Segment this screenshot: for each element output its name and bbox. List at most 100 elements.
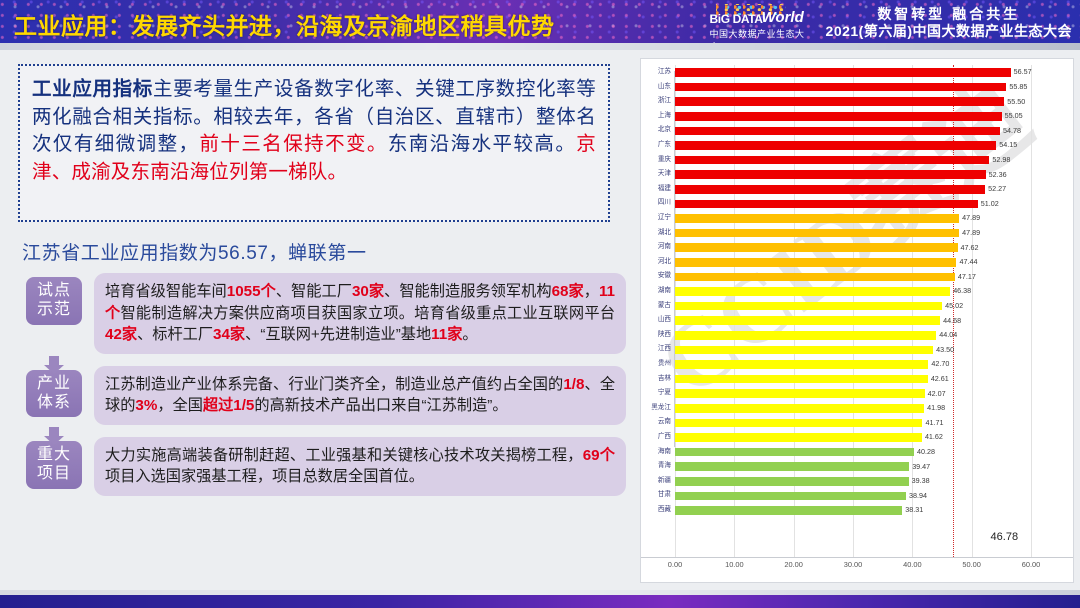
chart-bar-row: 宁夏 42.07 <box>641 386 1073 401</box>
bar-category-label: 湖南 <box>657 287 671 294</box>
bar-value-label: 41.71 <box>925 417 944 427</box>
chart-bar <box>675 462 910 471</box>
body-text: 。 <box>462 326 478 344</box>
summary-part-2: 东南沿海水平较高。 <box>387 133 577 156</box>
chart-bar-row: 福建 52.27 <box>641 182 1073 197</box>
chart-bar <box>675 447 914 457</box>
bar-category-label: 广西 <box>657 433 671 440</box>
highlight-value: 1/8 <box>563 375 585 393</box>
flow-item: 试点 示范 培育省级智能车间1055个、智能工厂30家、智能制造服务领军机构68家，… <box>26 273 626 354</box>
summary-part-1: 主要考量生产设备数字化率、关键工序数控化率等两化融合相关指标。相较去年，各省（自… <box>32 78 597 156</box>
bar-category-label: 辽宁 <box>657 214 671 221</box>
highlight-value: 68家 <box>551 283 584 300</box>
bar-value-label: 44.68 <box>943 315 962 325</box>
chart-bar <box>675 476 909 486</box>
x-tick-label: 60.00 <box>1021 560 1041 569</box>
bar-category-label: 江西 <box>657 345 671 353</box>
chart-bar <box>675 491 907 501</box>
bar-category-label: 安徽 <box>657 272 671 280</box>
bar-value-label: 43.50 <box>936 344 955 354</box>
chart-bar-row: 广西 41.62 <box>641 430 1073 445</box>
logo-dots-icon <box>715 4 786 15</box>
chart-bar <box>675 97 1005 106</box>
chart-bar <box>675 301 943 311</box>
summary-bold-lead: 工业应用指标 <box>32 78 153 100</box>
bar-value-label: 55.85 <box>1009 81 1028 91</box>
bar-category-label: 宁夏 <box>657 389 671 397</box>
chart-bar-row: 吉林 42.61 <box>641 372 1073 387</box>
x-tick-label: 0.00 <box>667 560 683 569</box>
bar-chart-plot: 江苏 56.57 山东 55.85 浙江 55.50 上海 55.05 北京 54.78 广东 54.… <box>641 65 1073 557</box>
chart-bar <box>675 126 1001 136</box>
page-title: 工业应用：发展齐头并进，沿海及京渝地区稍具优势 <box>14 13 555 39</box>
bar-category-label: 天津 <box>657 170 671 178</box>
average-reference-line <box>952 65 954 557</box>
chart-bar <box>675 374 928 384</box>
flow-tag-line-1: 试点 <box>36 282 71 299</box>
x-tick-label: 40.00 <box>903 560 922 569</box>
body-text: 智能制造解决方案供应商项目获国家立项。培育省级重点工业互联网平台 <box>120 304 616 322</box>
bar-value-label: 47.17 <box>957 271 976 281</box>
chart-bar-row: 云南 41.71 <box>641 415 1073 430</box>
body-text: 、智能制造服务领军机构 <box>384 283 552 300</box>
chart-bar-row: 湖北 47.89 <box>641 226 1073 241</box>
chart-bar-row: 北京 54.78 <box>641 123 1073 138</box>
chart-bar-row: 上海 55.05 <box>641 109 1073 124</box>
bar-category-label: 陕西 <box>657 330 671 338</box>
chart-bar-row: 天津 52.36 <box>641 167 1073 182</box>
highlight-value: 11个 <box>105 283 616 322</box>
bar-category-label: 山东 <box>657 82 671 90</box>
chart-bar <box>675 170 986 179</box>
bar-category-label: 四川 <box>657 199 671 207</box>
chart-bar <box>675 111 1002 121</box>
average-annotation: 46.78 <box>990 531 1019 543</box>
chart-bar <box>675 403 925 413</box>
chart-bar <box>675 257 957 267</box>
chart-bar-row: 山东 55.85 <box>641 80 1073 95</box>
highlight-value: 42家 <box>105 326 138 344</box>
chart-bar <box>675 243 958 252</box>
body-text: 、“互联网+先进制造业”基地 <box>245 326 432 344</box>
highlight-value: 超过1/5 <box>202 397 255 415</box>
bar-value-label: 54.78 <box>1003 125 1022 135</box>
chart-bar <box>675 287 951 296</box>
chart-bar-row: 安徽 47.17 <box>641 269 1073 284</box>
chart-bar <box>675 199 978 209</box>
bar-value-label: 47.62 <box>960 242 979 252</box>
slide-footer <box>0 590 1080 608</box>
body-text: 的高新技术产品出口来自“江苏制造”。 <box>254 397 508 415</box>
logo-text-world: World <box>761 9 804 26</box>
chart-bar-row: 黑龙江 41.98 <box>641 401 1073 416</box>
summary-text: 工业应用指标主要考量生产设备数字化率、关键工序数控化率等两化融合相关指标。相较去… <box>32 76 596 187</box>
bar-category-label: 西藏 <box>657 506 671 513</box>
highlight-value: 69个 <box>582 446 615 464</box>
bigdata-world-logo: BiG DATA World 中国大数据产业生态大会 <box>706 2 814 50</box>
chart-gridline <box>1031 65 1032 557</box>
chart-bar-row: 河北 47.44 <box>641 255 1073 270</box>
bar-value-label: 41.62 <box>924 432 943 442</box>
highlight-value: 1055个 <box>226 283 276 300</box>
chart-bar <box>675 184 986 194</box>
chart-bar <box>675 418 923 428</box>
bar-category-label: 海南 <box>657 447 671 455</box>
chart-bar-row: 新疆 39.38 <box>641 474 1073 489</box>
chart-gridline <box>853 65 854 557</box>
bar-value-label: 38.94 <box>909 490 928 500</box>
chart-bar-row: 山西 44.68 <box>641 313 1073 328</box>
x-tick-label: 30.00 <box>843 560 863 569</box>
bar-value-label: 52.36 <box>988 169 1007 179</box>
logo-text-bigdata: BiG DATA <box>709 12 763 26</box>
bar-value-label: 47.44 <box>959 257 978 267</box>
chart-bar-row: 河南 47.62 <box>641 240 1073 255</box>
bar-value-label: 52.98 <box>992 154 1011 164</box>
chart-bar-row: 江西 43.50 <box>641 342 1073 357</box>
flow-tag-line-1: 产业 <box>36 374 71 392</box>
bar-value-label: 38.31 <box>905 505 924 515</box>
flow-tag: 试点 示范 <box>26 277 82 325</box>
flow-description: 江苏制造业产业体系完备、行业门类齐全，制造业总产值约占全国的1/8、全球的3%，… <box>94 365 626 425</box>
bar-value-label: 55.50 <box>1007 96 1026 106</box>
chart-bar-row: 海南 40.28 <box>641 445 1073 460</box>
highlight-value: 34家 <box>213 326 246 344</box>
bar-value-label: 46.38 <box>953 286 972 296</box>
body-text: 项目入选国家强基工程，项目总数居全国首位。 <box>105 468 424 486</box>
